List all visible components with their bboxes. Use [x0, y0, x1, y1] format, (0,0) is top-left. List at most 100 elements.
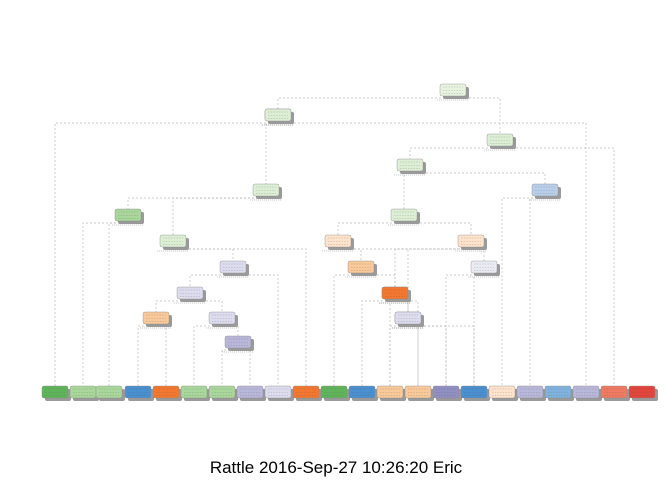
leaf-node — [544, 385, 574, 401]
leaf-node — [516, 385, 546, 401]
tree-edge — [277, 97, 453, 109]
node-box — [396, 158, 424, 172]
split-node — [347, 260, 377, 276]
tree-edge — [389, 325, 408, 386]
leaf-node — [41, 385, 71, 401]
node-box — [404, 385, 432, 399]
split-node — [208, 311, 238, 327]
tree-edge — [173, 248, 307, 386]
node-box — [152, 385, 180, 399]
tree-edge — [407, 248, 471, 312]
split-node — [531, 183, 561, 199]
split-node — [159, 234, 189, 250]
tree-edge — [338, 248, 362, 261]
node-box — [292, 385, 320, 399]
tree-edge — [156, 325, 167, 386]
node-box — [432, 385, 460, 399]
leaf-node — [152, 385, 182, 401]
leaf-node — [180, 385, 210, 401]
node-box — [600, 385, 628, 399]
leaf-node — [404, 385, 434, 401]
node-box — [264, 385, 292, 399]
split-node — [394, 311, 424, 327]
tree-edge — [408, 325, 475, 386]
tree-edge — [408, 325, 419, 386]
tree-edge — [265, 122, 278, 184]
tree-edge — [333, 274, 361, 386]
tree-edge — [238, 349, 251, 386]
tree-edge — [453, 97, 501, 134]
tree-edge — [395, 300, 409, 312]
split-node — [252, 183, 282, 199]
tree-edge — [221, 349, 238, 386]
split-node — [176, 286, 206, 302]
rattle-caption: Rattle 2016-Sep-27 10:26:20 Eric — [209, 458, 463, 477]
leaf-node — [600, 385, 630, 401]
node-box — [531, 183, 559, 197]
split-node — [381, 286, 411, 302]
split-node — [142, 311, 172, 327]
node-box — [394, 311, 422, 325]
leaf-node — [69, 385, 99, 401]
node-box — [124, 385, 152, 399]
node-box — [488, 385, 516, 399]
leaf-node — [432, 385, 462, 401]
split-node — [224, 335, 254, 351]
node-box — [324, 234, 352, 248]
leaf-node — [124, 385, 154, 401]
node-box — [264, 108, 292, 122]
node-box — [572, 385, 600, 399]
tree-edge — [108, 222, 128, 386]
node-box — [69, 385, 97, 399]
node-box — [252, 183, 280, 197]
tree-edge — [501, 197, 545, 386]
split-node — [114, 208, 144, 224]
node-box — [347, 260, 375, 274]
node-box — [219, 260, 247, 274]
node-box — [348, 385, 376, 399]
split-node — [470, 260, 500, 276]
tree-edge — [403, 172, 410, 209]
tree-edge — [337, 222, 404, 235]
node-box — [376, 385, 404, 399]
node-box — [224, 335, 252, 349]
node-box — [320, 385, 348, 399]
node-box — [180, 385, 208, 399]
split-node — [324, 234, 354, 250]
leaf-node — [236, 385, 266, 401]
split-node — [457, 234, 487, 250]
tree-edge — [189, 274, 233, 287]
leaf-node — [488, 385, 518, 401]
node-box — [381, 286, 409, 300]
node-box — [470, 260, 498, 274]
leaf-node — [348, 385, 378, 401]
node-box — [516, 385, 544, 399]
node-box — [114, 208, 142, 222]
node-box — [390, 208, 418, 222]
tree-edge — [172, 197, 266, 235]
tree-edge — [410, 172, 546, 184]
tree-edge — [193, 325, 222, 386]
node-box — [486, 133, 514, 147]
leaf-node — [320, 385, 350, 401]
tree-edge — [389, 300, 395, 386]
tree-edge — [82, 222, 128, 386]
tree-edge — [278, 122, 587, 386]
split-node — [219, 260, 249, 276]
leaf-node — [264, 385, 294, 401]
node-box — [142, 311, 170, 325]
tree-edge — [127, 197, 266, 209]
split-node — [486, 133, 516, 149]
leaf-node — [376, 385, 406, 401]
node-box — [41, 385, 69, 399]
leaf-node — [460, 385, 490, 401]
tree-edge — [222, 325, 239, 336]
tree-edge — [361, 274, 396, 287]
node-box — [460, 385, 488, 399]
node-box — [208, 385, 236, 399]
node-box — [176, 286, 204, 300]
node-box — [95, 385, 123, 399]
tree-edge — [361, 300, 395, 386]
tree-edge — [155, 300, 190, 312]
